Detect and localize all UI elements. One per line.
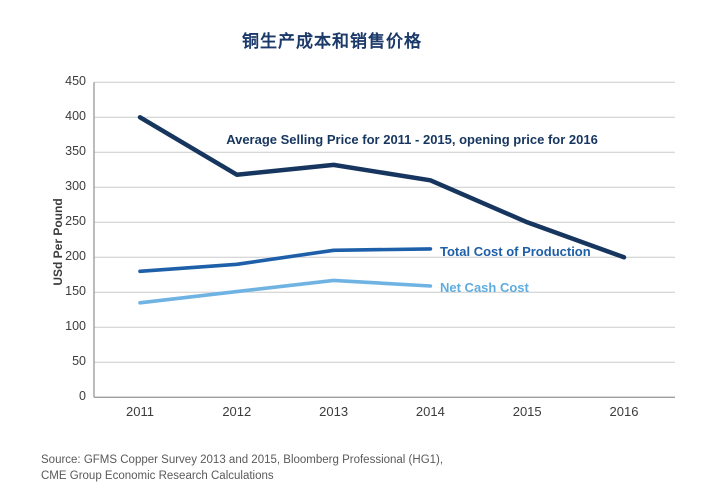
series-line-2 [138, 278, 433, 305]
y-tick-label-400: 400 [65, 109, 86, 124]
source-note: Source: GFMS Copper Survey 2013 and 2015… [41, 453, 443, 484]
x-tick-label-2014: 2014 [415, 404, 445, 419]
chart-title: 铜生产成本和销售价格 [242, 32, 422, 51]
series-line-0 [137, 115, 627, 260]
y-tick-label-300: 300 [65, 179, 86, 194]
x-tick-label-2013: 2013 [319, 404, 349, 419]
y-tick-label-200: 200 [65, 249, 86, 264]
x-tick-label-2016: 2016 [609, 404, 639, 419]
selling-price-line-label: Average Selling Price for 2011 - 2015, o… [226, 132, 598, 147]
y-tick-label-0: 0 [79, 389, 86, 404]
x-tick-label-2011: 2011 [126, 404, 154, 419]
y-tick-label-150: 150 [65, 284, 86, 299]
net-cash-line-label: Net Cash Cost [440, 280, 529, 295]
y-tick-label-350: 350 [65, 144, 86, 159]
y-tick-label-50: 50 [72, 354, 86, 369]
source-note-line2: CME Group Economic Research Calculations [41, 469, 274, 482]
series-line-1 [138, 247, 433, 274]
x-tick-label-2015: 2015 [512, 404, 542, 419]
y-tick-label-100: 100 [65, 319, 86, 334]
x-tick-label-2012: 2012 [222, 404, 252, 419]
y-tick-label-450: 450 [65, 74, 86, 89]
total-cost-line-label: Total Cost of Production [440, 244, 591, 259]
source-note-line1: Source: GFMS Copper Survey 2013 and 2015… [41, 454, 444, 466]
y-tick-label-250: 250 [65, 214, 86, 229]
